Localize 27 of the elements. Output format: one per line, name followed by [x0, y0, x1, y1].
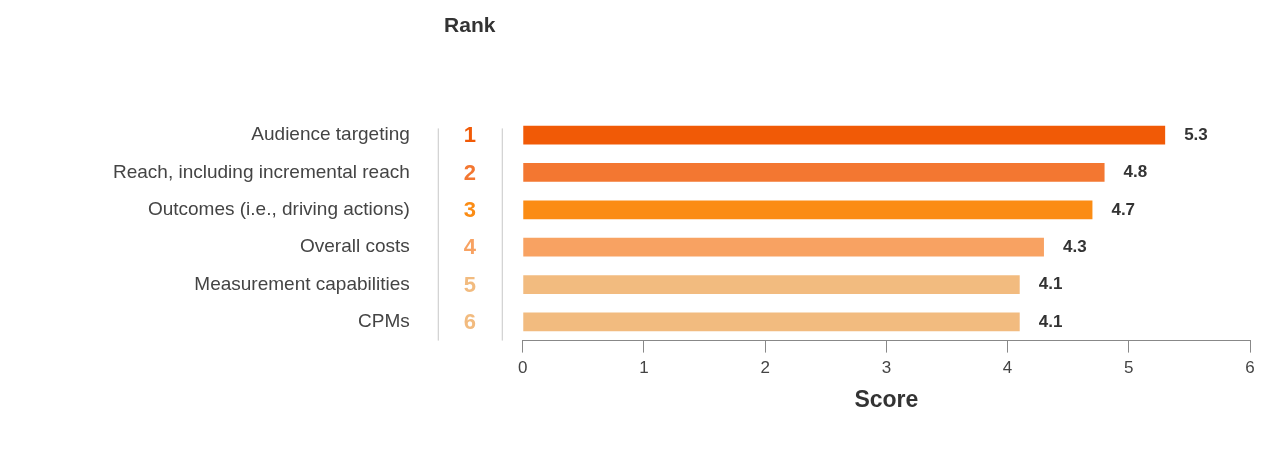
text: 5	[463, 271, 476, 297]
text: 1	[463, 122, 476, 148]
data-label: 4.8	[1123, 162, 1148, 182]
x-axis-title: Score	[854, 386, 919, 413]
text: 6	[463, 308, 476, 334]
data-label: 4.1	[1038, 274, 1063, 294]
x-tick-label: 6	[1245, 358, 1255, 378]
y-tick-label: Measurement capabilities	[194, 272, 410, 294]
y-tick-label: CPMs	[358, 310, 410, 332]
y-tick-label: Overall costs	[299, 235, 410, 257]
data-label: 4.3	[1062, 236, 1087, 256]
x-tick-label: 2	[760, 358, 770, 378]
data-label: 4.1	[1038, 311, 1063, 331]
text: Rank	[444, 12, 496, 36]
x-tick-label: 4	[1002, 358, 1013, 378]
y-tick-label: Audience targeting	[251, 123, 410, 145]
data-label: 5.3	[1184, 124, 1208, 144]
y-tick-label: Outcomes (i.e., driving actions)	[147, 198, 410, 220]
text: 2	[463, 159, 476, 185]
text: 4	[463, 234, 477, 260]
x-tick-label: 3	[881, 358, 892, 378]
x-tick-label: 5	[1124, 358, 1134, 378]
data-label: 4.7	[1111, 199, 1136, 219]
text: 3	[463, 196, 476, 222]
x-tick-label: 1	[639, 358, 649, 378]
x-tick-label: 0	[518, 358, 528, 378]
y-tick-label: Reach, including incremental reach	[112, 160, 410, 182]
